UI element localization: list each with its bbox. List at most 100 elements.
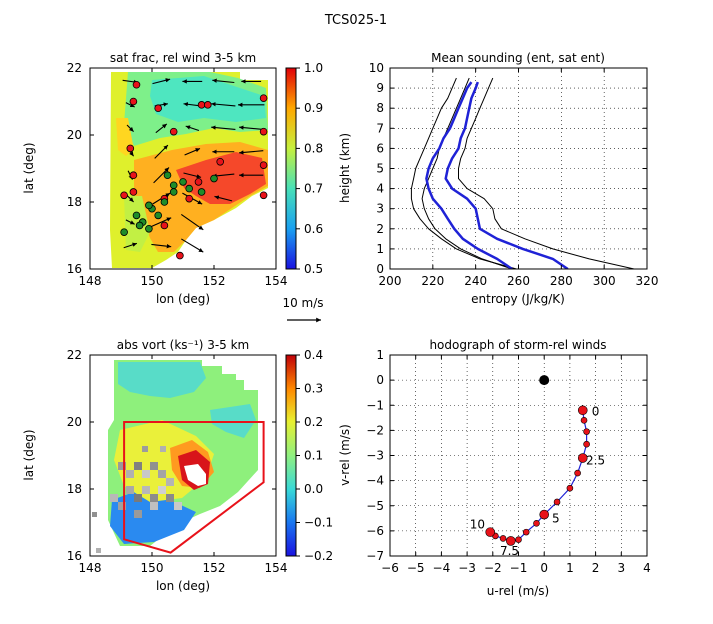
wind-vector bbox=[212, 78, 235, 84]
hodograph-level-label: 2.5 bbox=[586, 454, 605, 468]
green-marker bbox=[120, 228, 128, 236]
wind-scale-label: 10 m/s bbox=[282, 296, 323, 310]
gray-block bbox=[158, 486, 166, 494]
wind-vector bbox=[125, 102, 135, 108]
y-tick-label: −1 bbox=[366, 398, 384, 412]
x-tick-label: −6 bbox=[381, 561, 399, 575]
x-tick-label: 150 bbox=[141, 274, 164, 288]
sounding-series-line bbox=[425, 81, 513, 269]
colorbar-tick-label: 0.2 bbox=[304, 415, 323, 429]
colorbar-tick-label: 1.0 bbox=[304, 61, 323, 75]
x-tick-label: 1 bbox=[566, 561, 574, 575]
wind-vector bbox=[153, 167, 170, 184]
absvort-field bbox=[76, 360, 265, 554]
x-tick-label: −4 bbox=[433, 561, 451, 575]
wind-vector bbox=[151, 217, 172, 228]
y-tick-label: 0 bbox=[376, 262, 384, 276]
gray-block bbox=[110, 494, 118, 502]
sounding-ylabel: height (km) bbox=[338, 133, 352, 203]
x-tick-label: 3 bbox=[617, 561, 625, 575]
hodograph-point bbox=[539, 509, 550, 520]
sounding-series-line bbox=[444, 81, 569, 269]
x-tick-label: −5 bbox=[407, 561, 425, 575]
wind-vector bbox=[185, 125, 200, 132]
x-tick-label: 4 bbox=[643, 561, 651, 575]
hodograph-plot bbox=[485, 375, 590, 546]
satfrac-region-cyan bbox=[150, 76, 266, 122]
y-tick-label: 18 bbox=[67, 482, 82, 496]
gray-block bbox=[160, 446, 166, 452]
red-marker bbox=[129, 97, 138, 106]
red-marker bbox=[204, 101, 212, 109]
gray-block bbox=[96, 548, 101, 553]
hodograph-point bbox=[515, 536, 522, 543]
absvort-title: abs vort (ks⁻¹) 3-5 km bbox=[117, 338, 250, 352]
y-tick-label: −6 bbox=[366, 524, 384, 538]
hodograph-origin bbox=[539, 375, 550, 386]
red-marker bbox=[126, 144, 135, 153]
gray-block bbox=[92, 512, 97, 517]
y-tick-label: 4 bbox=[376, 182, 384, 196]
y-tick-label: 0 bbox=[376, 373, 384, 387]
red-marker bbox=[259, 127, 268, 136]
x-tick-label: 260 bbox=[507, 274, 530, 288]
hodograph-level-label: 5 bbox=[552, 511, 560, 525]
y-tick-label: 20 bbox=[67, 128, 82, 142]
y-tick-label: 7 bbox=[376, 121, 384, 135]
y-tick-label: −4 bbox=[366, 474, 384, 488]
x-tick-label: 154 bbox=[265, 274, 288, 288]
hodograph-point bbox=[574, 469, 581, 477]
y-tick-label: 6 bbox=[376, 141, 384, 155]
red-marker bbox=[154, 104, 163, 112]
wind-vector bbox=[239, 125, 264, 130]
hodograph-title: hodograph of storm-rel winds bbox=[429, 338, 606, 352]
colorbar-tick-label: 0.3 bbox=[304, 382, 323, 396]
colorbar-tick-label: −0.2 bbox=[304, 549, 333, 563]
red-marker bbox=[176, 251, 184, 260]
colorbar-tick-label: 0.6 bbox=[304, 222, 323, 236]
gray-block bbox=[134, 494, 142, 502]
satfrac-title: sat frac, rel wind 3-5 km bbox=[110, 51, 256, 65]
red-marker bbox=[129, 171, 138, 180]
satfrac-ylabel: lat (deg) bbox=[22, 142, 36, 193]
colorbar-tick-label: 0.7 bbox=[304, 182, 323, 196]
gray-block bbox=[166, 494, 174, 502]
green-marker bbox=[210, 174, 218, 183]
absvort-polygon bbox=[123, 421, 265, 554]
wind-vector bbox=[151, 243, 172, 249]
y-tick-label: 8 bbox=[376, 101, 384, 115]
hodograph-point bbox=[583, 428, 590, 435]
hodograph-point bbox=[522, 528, 530, 536]
hodograph-point bbox=[583, 440, 590, 448]
wind-vector bbox=[126, 194, 134, 203]
satfrac-panel: sat frac, rel wind 3-5 km 148 150 152 154 16… bbox=[22, 51, 324, 323]
wind-vector bbox=[154, 144, 169, 159]
x-tick-label: 320 bbox=[636, 274, 659, 288]
x-tick-label: −3 bbox=[458, 561, 476, 575]
satfrac-axes-frame bbox=[89, 67, 277, 270]
gray-block bbox=[126, 486, 134, 494]
wind-vector bbox=[214, 195, 233, 202]
y-tick-label: 20 bbox=[67, 415, 82, 429]
gray-block bbox=[150, 494, 158, 502]
gray-block bbox=[76, 508, 81, 513]
absvort-region-white bbox=[184, 464, 206, 486]
hodograph-point bbox=[566, 484, 574, 492]
x-tick-label: 200 bbox=[379, 274, 402, 288]
green-marker bbox=[145, 201, 153, 210]
hodograph-point bbox=[580, 417, 588, 424]
y-tick-label: 1 bbox=[376, 348, 384, 362]
y-tick-label: −2 bbox=[366, 423, 384, 437]
y-tick-label: −5 bbox=[366, 499, 384, 513]
absvort-xlabel: lon (deg) bbox=[156, 579, 210, 593]
gray-block bbox=[142, 446, 148, 452]
hodograph-level-label: 10 bbox=[470, 518, 485, 532]
satfrac-colorbar-ticks: 0.5 0.6 0.7 0.8 0.9 1.0 bbox=[296, 61, 323, 276]
x-tick-label: 300 bbox=[593, 274, 616, 288]
wind-vector bbox=[239, 150, 264, 155]
red-marker bbox=[129, 188, 138, 196]
wind-vector bbox=[125, 219, 135, 225]
colorbar-tick-label: 0.1 bbox=[304, 449, 323, 463]
absvort-gray-patches bbox=[76, 446, 182, 553]
y-tick-label: 1 bbox=[376, 242, 384, 256]
